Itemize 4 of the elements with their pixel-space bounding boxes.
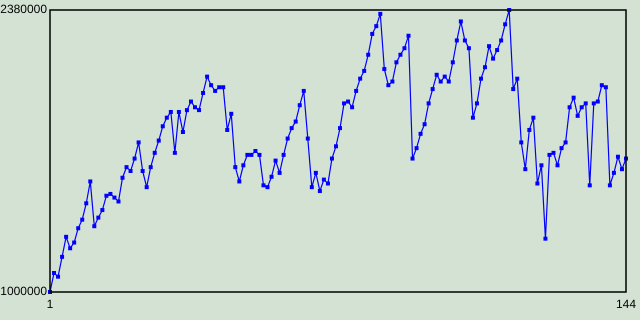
y-tick-label: 2380000 — [0, 2, 48, 16]
y-tick-label: 1000000 — [0, 284, 48, 298]
x-tick-label: 144 — [616, 297, 636, 311]
x-tick-label: 1 — [46, 297, 54, 311]
